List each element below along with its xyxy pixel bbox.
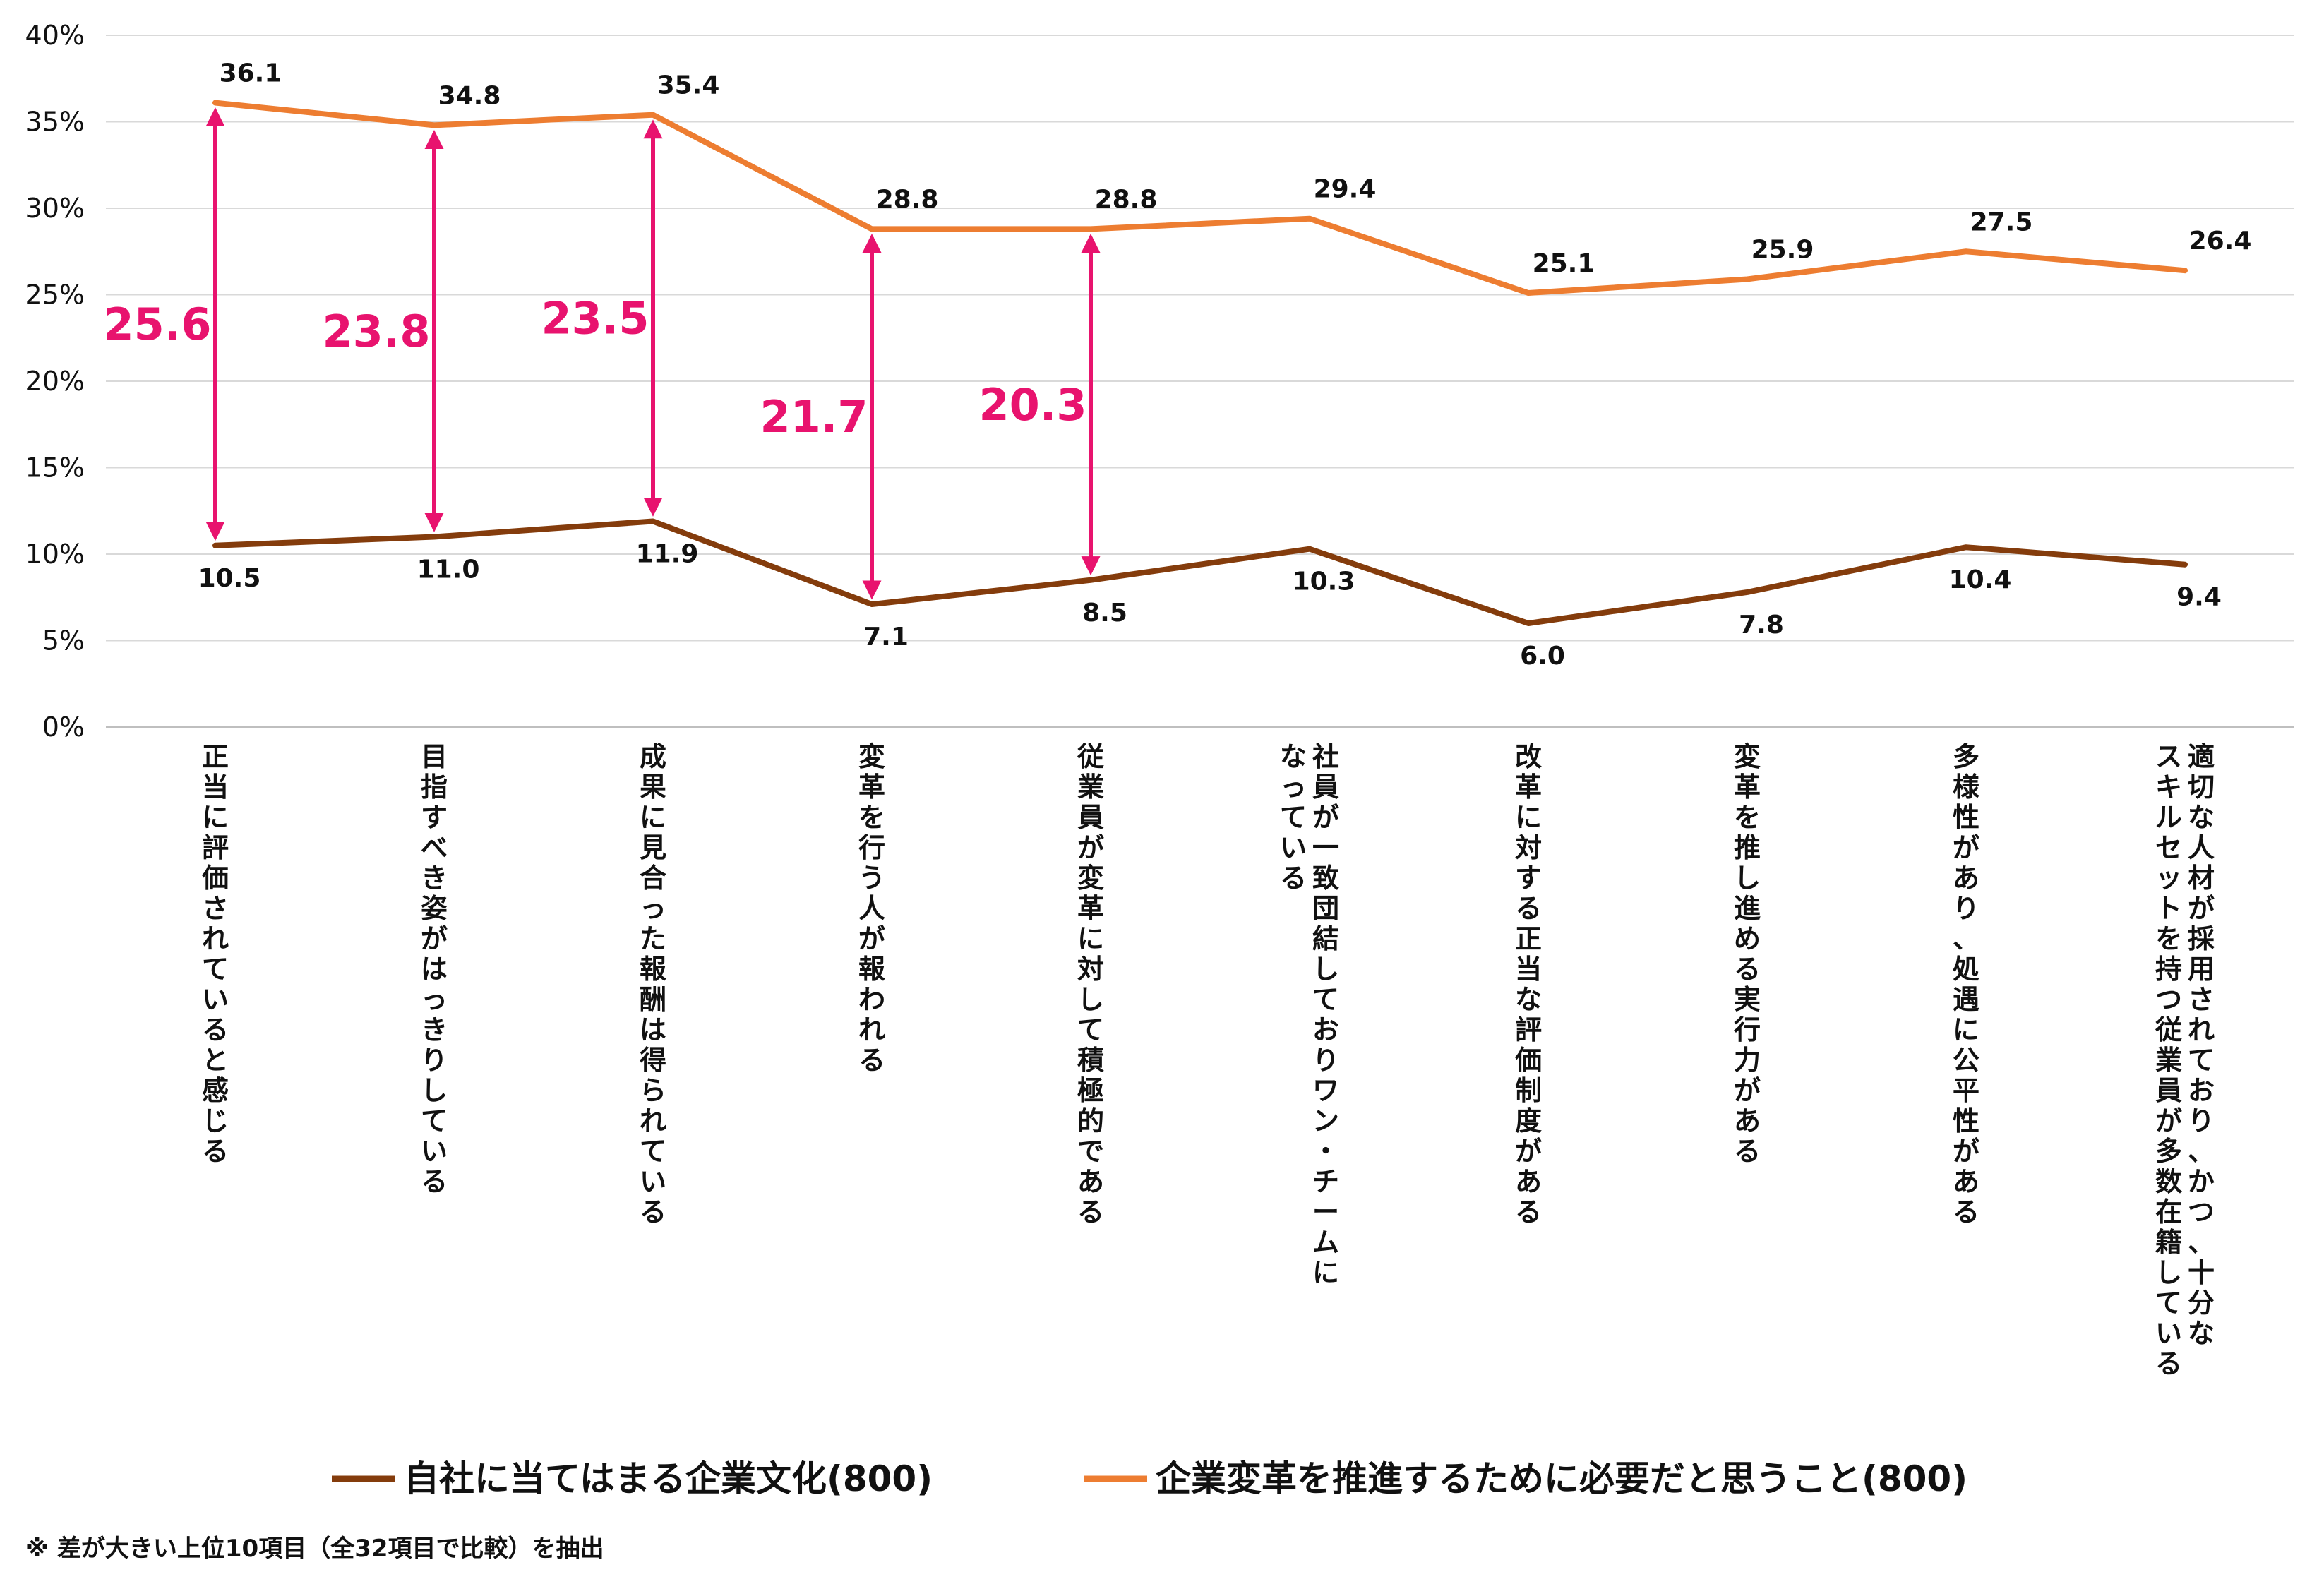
series-lines xyxy=(212,100,2188,626)
x-category-text: なっている xyxy=(1280,741,1307,894)
y-tick-label: 35% xyxy=(25,107,85,138)
data-label: 35.4 xyxy=(657,71,720,100)
x-category-text: スキルセットを持つ従業員が多数在籍している xyxy=(2155,741,2182,1379)
data-label: 26.4 xyxy=(2189,227,2252,256)
gap-label: 23.8 xyxy=(323,306,431,357)
data-label: 27.5 xyxy=(1970,208,2033,236)
gap-label: 20.3 xyxy=(979,379,1087,431)
series-line-1 xyxy=(212,518,2188,626)
data-label: 34.8 xyxy=(438,81,501,110)
gap-label: 23.5 xyxy=(541,293,649,344)
x-category-text: 変革を推し進める実行力がある xyxy=(1734,741,1761,1167)
footnote: ※ 差が大きい上位10項目（全32項目で比較）を抽出 xyxy=(25,1535,604,1563)
gridlines xyxy=(106,35,2294,728)
y-tick-label: 15% xyxy=(25,452,85,484)
data-label: 6.0 xyxy=(1520,642,1565,671)
data-label: 25.1 xyxy=(1533,249,1595,278)
gap-arrows: 25.6 23.8 23.5 21.7 20.3 xyxy=(104,107,1101,600)
x-category-text: 目指すべき姿がはっきりしている xyxy=(421,741,448,1197)
y-tick-label: 0% xyxy=(42,712,85,743)
y-tick-label: 5% xyxy=(42,625,85,656)
x-category-text: 正当に評価されていると感じる xyxy=(201,741,229,1167)
y-axis: 0% 5% 10% 15% 20% 25% 30% 35% 40% xyxy=(25,20,85,743)
x-category-text: 社員が一致団結しておりワン・チームに xyxy=(1312,741,1339,1288)
data-label: 28.8 xyxy=(876,185,939,214)
data-label: 29.4 xyxy=(1314,175,1377,204)
data-label: 11.0 xyxy=(417,556,480,584)
y-tick-label: 20% xyxy=(25,366,85,397)
x-category-label: 正当に評価されていると感じる xyxy=(201,741,229,1167)
data-label: 7.8 xyxy=(1739,611,1784,640)
data-label: 10.3 xyxy=(1293,568,1355,596)
legend: 自社に当てはまる企業文化(800) 企業変革を推進するために必要だと思うこと(80… xyxy=(332,1458,1967,1499)
x-category-label: 変革を行う人が報われる xyxy=(858,741,885,1076)
x-category-text: 変革を行う人が報われる xyxy=(858,741,885,1076)
data-label: 11.9 xyxy=(636,539,699,568)
x-category-text: 多様性があり、処遇に公平性がある xyxy=(1953,741,1980,1228)
x-category-text: 改革に対する正当な評価制度がある xyxy=(1514,741,1542,1228)
y-tick-label: 40% xyxy=(25,20,85,51)
x-category-text: 適切な人材が採用されており、かつ、十分な xyxy=(2188,741,2215,1349)
data-labels: 10.5 11.0 11.9 7.1 8.5 10.3 6.0 7.8 10.4 9.4 36.1 3… xyxy=(198,59,2252,671)
y-tick-label: 30% xyxy=(25,193,85,224)
data-label: 7.1 xyxy=(863,623,909,652)
legend-label-2: 企業変革を推進するために必要だと思うこと(800) xyxy=(1156,1458,1967,1499)
series-line-2 xyxy=(212,100,2188,296)
x-axis: 正当に評価されていると感じる 目指すべき姿がはっきりしている 成果に見合った報酬は得… xyxy=(201,741,2215,1379)
x-category-label: 目指すべき姿がはっきりしている xyxy=(421,741,448,1197)
data-label: 10.4 xyxy=(1949,565,2012,594)
data-label: 8.5 xyxy=(1082,599,1127,628)
legend-label-1: 自社に当てはまる企業文化(800) xyxy=(404,1458,933,1499)
x-category-label: 成果に見合った報酬は得られている xyxy=(640,741,666,1228)
x-category-label: 変革を推し進める実行力がある xyxy=(1734,741,1761,1167)
gap-label: 21.7 xyxy=(760,391,868,443)
y-tick-label: 25% xyxy=(25,280,85,311)
data-label: 25.9 xyxy=(1751,235,1814,264)
x-category-label: 改革に対する正当な評価制度がある xyxy=(1514,741,1542,1228)
data-label: 9.4 xyxy=(2176,583,2222,612)
x-category-label: 従業員が変革に対して積極的である xyxy=(1077,741,1104,1228)
y-tick-label: 10% xyxy=(25,539,85,570)
x-category-text: 成果に見合った報酬は得られている xyxy=(640,741,666,1228)
x-category-text: 従業員が変革に対して積極的である xyxy=(1077,741,1104,1228)
x-category-label: 多様性があり、処遇に公平性がある xyxy=(1953,741,1980,1228)
data-label: 36.1 xyxy=(220,59,282,88)
data-label: 28.8 xyxy=(1095,185,1158,214)
x-category-label: 適切な人材が採用されており、かつ、十分なスキルセットを持つ従業員が多数在籍してい… xyxy=(2155,741,2215,1379)
gap-label: 25.6 xyxy=(104,299,212,350)
data-label: 10.5 xyxy=(198,564,261,593)
